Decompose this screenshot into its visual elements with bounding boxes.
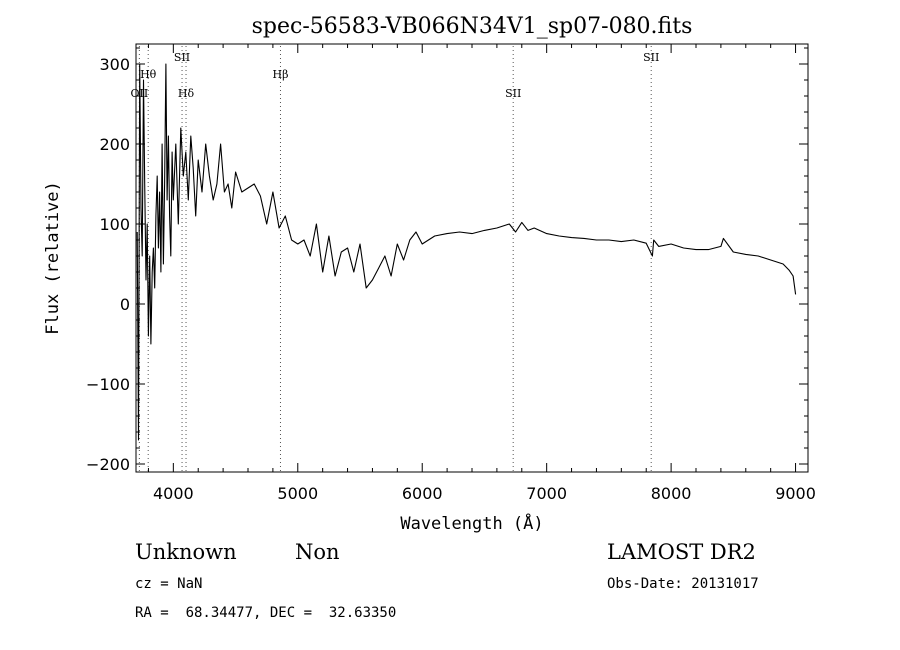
plot-frame bbox=[135, 43, 809, 473]
line-label-hβ: Hβ bbox=[273, 68, 289, 81]
y-tick-label: 200 bbox=[99, 135, 130, 154]
y-tick-label: −100 bbox=[86, 375, 130, 394]
line-label-sii: SII bbox=[505, 87, 521, 100]
spectrum-line-0 bbox=[136, 63, 797, 441]
x-tick-label: 8000 bbox=[651, 484, 692, 503]
y-tick-label: 100 bbox=[99, 215, 130, 234]
line-label-hθ: Hθ bbox=[140, 68, 157, 81]
y-tick-label: 300 bbox=[99, 55, 130, 74]
x-tick-label: 4000 bbox=[153, 484, 194, 503]
y-tick-label: 0 bbox=[120, 295, 130, 314]
y-axis-label: Flux (relative) bbox=[43, 181, 63, 335]
x-tick-label: 7000 bbox=[526, 484, 567, 503]
survey-name: LAMOST DR2 bbox=[607, 540, 756, 564]
redshift-readout: cz = NaN bbox=[135, 576, 203, 592]
object-subclass: Non bbox=[295, 540, 340, 564]
line-label-sii: SII bbox=[174, 51, 190, 64]
x-tick-label: 6000 bbox=[402, 484, 443, 503]
coordinates: RA = 68.34477, DEC = 32.63350 bbox=[135, 605, 397, 621]
x-tick-label: 9000 bbox=[775, 484, 816, 503]
x-tick-label: 5000 bbox=[277, 484, 318, 503]
line-label-sii: SII bbox=[643, 51, 659, 64]
chart-title: spec-56583-VB066N34V1_sp07-080.fits bbox=[252, 14, 693, 39]
line-label-hδ: Hδ bbox=[178, 87, 195, 100]
object-class: Unknown bbox=[135, 540, 237, 564]
obs-date: Obs-Date: 20131017 bbox=[607, 576, 759, 592]
x-axis-label: Wavelength (Å) bbox=[400, 512, 543, 534]
y-tick-label: −200 bbox=[86, 455, 130, 474]
